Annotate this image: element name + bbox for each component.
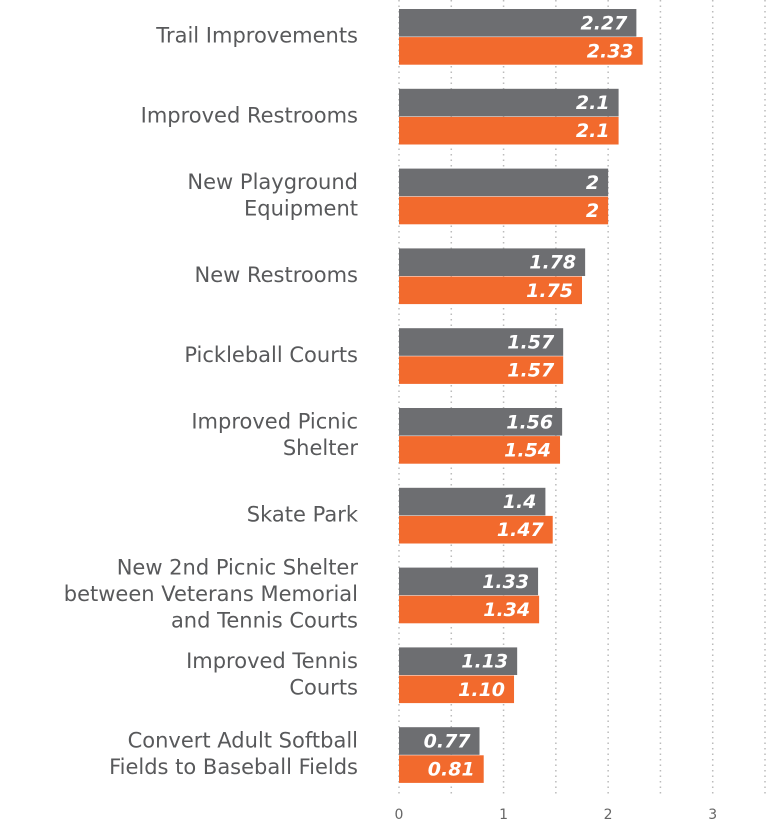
bar — [399, 116, 619, 145]
value-label: 1.47 — [497, 519, 545, 541]
value-label: 1.10 — [458, 679, 505, 701]
bar — [399, 647, 518, 675]
value-label: 2.33 — [587, 40, 634, 62]
value-label: 1.4 — [503, 491, 537, 513]
category-label: Skate Park — [247, 502, 359, 526]
value-label: 1.57 — [507, 360, 555, 382]
bar — [399, 436, 561, 464]
bar — [399, 727, 480, 755]
category-label: Improved Tennis Courts — [186, 649, 358, 700]
category-label: New Playground Equipment — [187, 170, 358, 221]
value-label: 0.81 — [428, 759, 475, 781]
bar — [399, 9, 637, 37]
bar — [399, 567, 539, 596]
value-label: 2 — [586, 172, 599, 194]
x-tick-label: 0 — [395, 807, 404, 823]
value-label: 0.77 — [424, 731, 472, 753]
value-label: 2.27 — [580, 12, 628, 34]
bar — [399, 37, 643, 65]
bar — [399, 88, 619, 117]
bar — [399, 328, 564, 356]
value-label: 1.75 — [526, 280, 573, 302]
value-label: 1.56 — [506, 411, 553, 433]
value-label: 1.54 — [504, 439, 551, 461]
category-label: New Restrooms — [195, 263, 359, 287]
x-tick-label: 2 — [604, 807, 613, 823]
bar — [399, 356, 564, 384]
value-label: 1.57 — [507, 332, 555, 354]
bar — [399, 515, 553, 544]
bar — [399, 248, 586, 276]
bar — [399, 595, 540, 624]
bar — [399, 196, 609, 225]
bar — [399, 168, 609, 197]
bar — [399, 487, 546, 516]
value-label: 2.1 — [576, 92, 610, 114]
bar — [399, 755, 484, 783]
bar — [399, 675, 515, 704]
value-label: 2.1 — [576, 120, 610, 142]
category-label: Convert Adult Softball Fields to Baseball… — [109, 729, 358, 780]
bar — [399, 276, 582, 305]
category-label: Improved Picnic Shelter — [191, 409, 358, 460]
value-label: 2 — [586, 200, 599, 222]
category-label: Trail Improvements — [155, 24, 358, 48]
value-label: 1.13 — [461, 651, 508, 673]
x-tick-label: 3 — [708, 807, 717, 823]
x-tick-label: 1 — [499, 807, 508, 823]
value-label: 1.34 — [483, 599, 530, 621]
category-label: Improved Restrooms — [141, 103, 358, 127]
value-label: 1.33 — [482, 571, 529, 593]
category-label: Pickleball Courts — [184, 343, 358, 367]
bar — [399, 408, 563, 436]
category-label: New 2nd Picnic Shelter between Veterans M… — [64, 556, 359, 633]
value-label: 1.78 — [529, 252, 576, 274]
